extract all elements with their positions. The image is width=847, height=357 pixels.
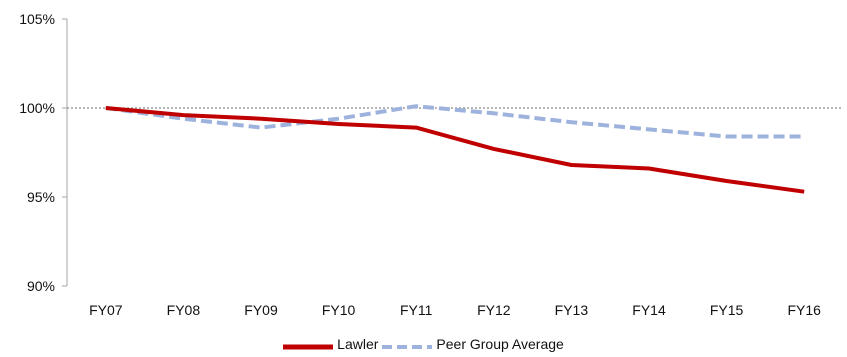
x-tick-label: FY09 bbox=[244, 302, 278, 318]
x-tick-label: FY10 bbox=[322, 302, 356, 318]
x-tick-label: FY08 bbox=[167, 302, 201, 318]
legend-item-lawler: Lawler bbox=[283, 336, 378, 352]
x-tick-label: FY13 bbox=[555, 302, 589, 318]
series-line-lawler bbox=[105, 106, 805, 194]
x-tick-label: FY07 bbox=[89, 302, 123, 318]
series-line-peer-group-average bbox=[105, 104, 805, 139]
x-tick-label: FY15 bbox=[710, 302, 744, 318]
y-tick-label: 95% bbox=[27, 189, 55, 205]
line-chart: 90% 95% 100% 105% FY07 FY08 FY09 FY10 FY11 FY12 FY… bbox=[19, 11, 843, 318]
x-tick-label: FY11 bbox=[400, 302, 433, 318]
series-lines bbox=[105, 104, 805, 194]
x-tick-label: FY12 bbox=[477, 302, 511, 318]
x-tick-label: FY14 bbox=[632, 302, 666, 318]
legend: Lawler Peer Group Average bbox=[0, 334, 847, 354]
y-tick-label: 100% bbox=[19, 100, 55, 116]
legend-label-lawler: Lawler bbox=[337, 336, 379, 352]
x-tick-label: FY16 bbox=[787, 302, 821, 318]
tick-labels: 90% 95% 100% 105% FY07 FY08 FY09 FY10 FY11 FY12 FY… bbox=[19, 11, 821, 318]
y-tick-label: 105% bbox=[19, 11, 55, 27]
y-tick-label: 90% bbox=[27, 278, 55, 294]
legend-swatch-peer-group bbox=[382, 339, 433, 349]
legend-swatch-lawler bbox=[283, 339, 334, 350]
axes bbox=[62, 18, 843, 287]
legend-item-peer-group: Peer Group Average bbox=[382, 336, 564, 352]
legend-label-peer-group: Peer Group Average bbox=[436, 336, 564, 352]
